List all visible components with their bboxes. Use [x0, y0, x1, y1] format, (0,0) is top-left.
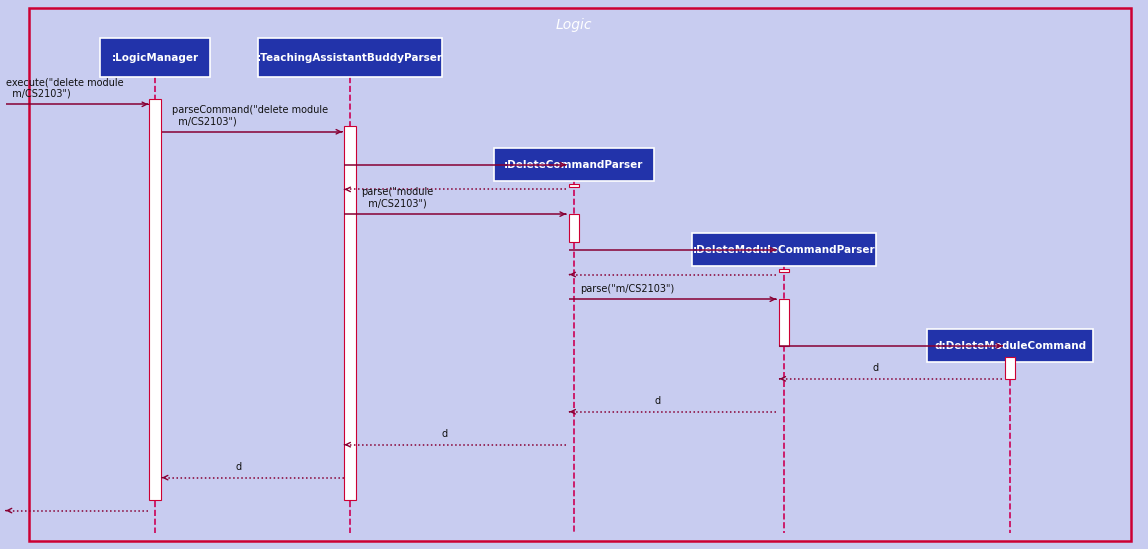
- Text: d: d: [442, 429, 448, 439]
- Text: parse("m/CS2103"): parse("m/CS2103"): [580, 284, 674, 294]
- Bar: [1006, 357, 1016, 379]
- Text: execute("delete module
  m/CS2103"): execute("delete module m/CS2103"): [6, 77, 123, 99]
- Text: :DeleteModuleCommandParser: :DeleteModuleCommandParser: [692, 245, 876, 255]
- Bar: [568, 214, 579, 242]
- Bar: [568, 184, 579, 187]
- Bar: [494, 148, 654, 181]
- Text: d: d: [654, 396, 660, 406]
- Text: :TeachingAssistantBuddyParser: :TeachingAssistantBuddyParser: [257, 53, 443, 63]
- Bar: [344, 126, 356, 500]
- Text: d: d: [235, 462, 241, 472]
- Text: parseCommand("delete module
  m/CS2103"): parseCommand("delete module m/CS2103"): [172, 105, 328, 126]
- Text: parse("module
  m/CS2103"): parse("module m/CS2103"): [362, 187, 434, 209]
- Bar: [149, 99, 161, 500]
- Text: d: d: [872, 363, 878, 373]
- Bar: [928, 329, 1093, 362]
- Bar: [692, 233, 876, 266]
- Bar: [258, 38, 442, 77]
- Bar: [779, 299, 790, 346]
- Text: Logic: Logic: [556, 18, 592, 32]
- Text: :LogicManager: :LogicManager: [111, 53, 199, 63]
- Text: :DeleteCommandParser: :DeleteCommandParser: [504, 160, 644, 170]
- Bar: [779, 269, 790, 272]
- Text: d:DeleteModuleCommand: d:DeleteModuleCommand: [934, 341, 1086, 351]
- Bar: [101, 38, 209, 77]
